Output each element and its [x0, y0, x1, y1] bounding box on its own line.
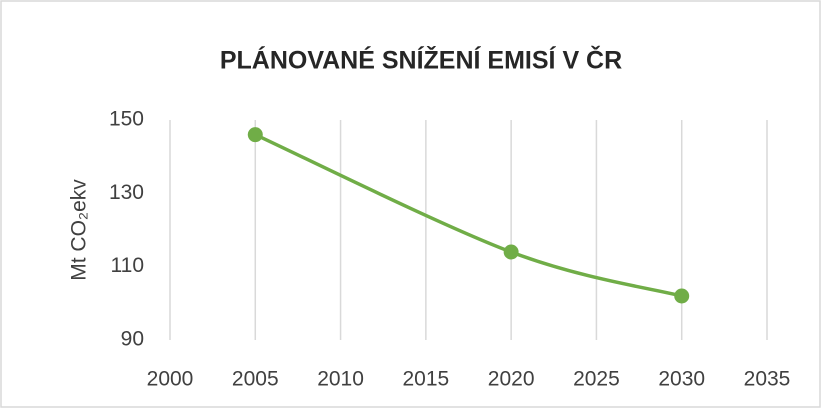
point	[503, 244, 519, 260]
x-tick-label: 2035	[744, 368, 791, 391]
x-tick-label: 2015	[402, 368, 449, 391]
y-tick-label: 110	[111, 254, 144, 277]
y-tick-label: 130	[109, 181, 144, 204]
chart-title: PLÁNOVANÉ SNÍŽENÍ EMISÍ V ČR	[220, 45, 622, 75]
x-tick-label: 2030	[658, 368, 705, 391]
y-tick-label: 150	[109, 108, 144, 131]
point	[674, 288, 690, 304]
x-tick-label: 2000	[147, 368, 194, 391]
y-axis-label: Mt CO₂ekv	[68, 179, 91, 281]
y-tick-label: 90	[121, 328, 144, 351]
x-tick-label: 2020	[488, 368, 535, 391]
x-tick-label: 2005	[232, 368, 279, 391]
x-tick-label: 2010	[317, 368, 364, 391]
x-tick-label: 2025	[573, 368, 620, 391]
point	[247, 127, 263, 143]
